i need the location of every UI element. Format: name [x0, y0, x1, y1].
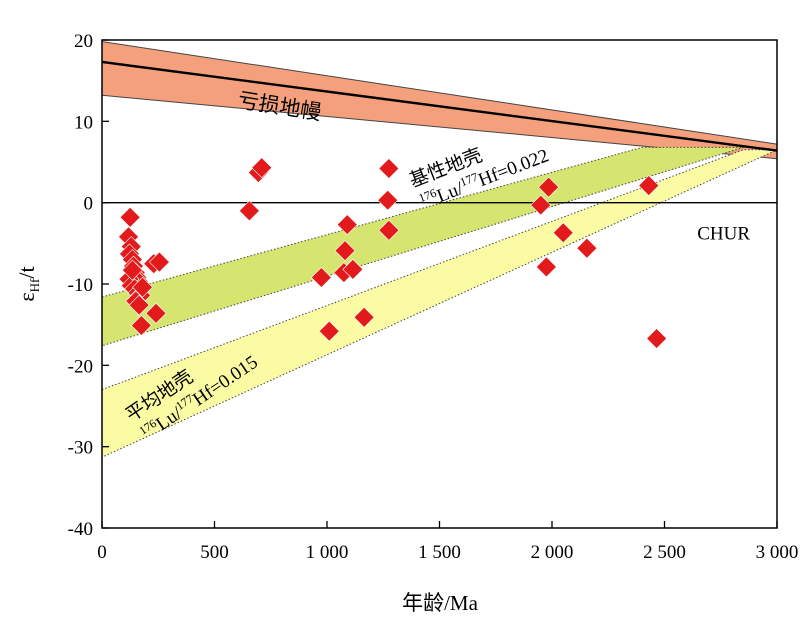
y-axis-title-sub: Hf — [27, 278, 42, 292]
x-tick-label: 2 000 — [531, 542, 574, 563]
x-tick-label: 0 — [97, 542, 107, 563]
data-point — [336, 214, 358, 236]
x-tick-label: 3 000 — [756, 542, 799, 563]
y-axis-title: εHf/t — [14, 266, 42, 301]
data-point — [353, 306, 375, 328]
data-point — [342, 258, 364, 280]
x-tick-label: 2 500 — [643, 542, 686, 563]
data-point — [130, 315, 152, 336]
data-point — [638, 175, 660, 197]
data-point — [238, 200, 260, 222]
data-point — [377, 189, 399, 211]
y-tick-label: -10 — [68, 275, 93, 296]
y-tick-label: -20 — [68, 356, 93, 377]
data-point — [646, 328, 668, 349]
data-point — [535, 256, 557, 278]
data-point — [318, 320, 340, 342]
x-tick-label: 500 — [200, 542, 229, 563]
data-point — [128, 294, 150, 316]
x-tick-label: 1 000 — [306, 542, 349, 563]
depleted-mantle-line — [102, 60, 777, 152]
data-point — [145, 302, 167, 324]
data-point — [121, 259, 143, 281]
x-tick-label: 1 500 — [418, 542, 461, 563]
y-tick-label: -30 — [68, 438, 93, 459]
data-point — [148, 251, 170, 273]
reference-lines-layer — [102, 60, 777, 204]
y-tick-label: 0 — [84, 194, 94, 215]
data-point — [378, 219, 400, 241]
y-axis-title-tail: /t — [14, 266, 39, 278]
data-point — [552, 222, 574, 244]
data-point — [378, 158, 400, 179]
mafic-crust-band — [102, 146, 744, 347]
data-point — [132, 276, 153, 298]
y-tick-label: 10 — [74, 112, 93, 133]
data-point — [251, 157, 273, 179]
data-point — [119, 206, 141, 228]
depleted-mantle-band — [102, 41, 777, 160]
average-crust-band — [102, 149, 777, 458]
data-point — [310, 267, 332, 288]
y-axis-title-main: ε — [14, 292, 39, 301]
data-point — [530, 194, 552, 216]
axes-layer: 0 500 1 000 1 500 2 000 2 500 3 000 -40 -30 -20 -1… — [68, 31, 799, 563]
data-point — [576, 237, 598, 259]
y-tick-label: 20 — [74, 31, 93, 52]
data-point — [538, 176, 560, 198]
x-axis-title: 年龄/Ma — [402, 591, 479, 615]
data-point — [334, 240, 356, 262]
y-tick-label: -40 — [68, 519, 93, 540]
data-points-layer — [118, 157, 668, 349]
chur-label: CHUR — [697, 223, 750, 244]
